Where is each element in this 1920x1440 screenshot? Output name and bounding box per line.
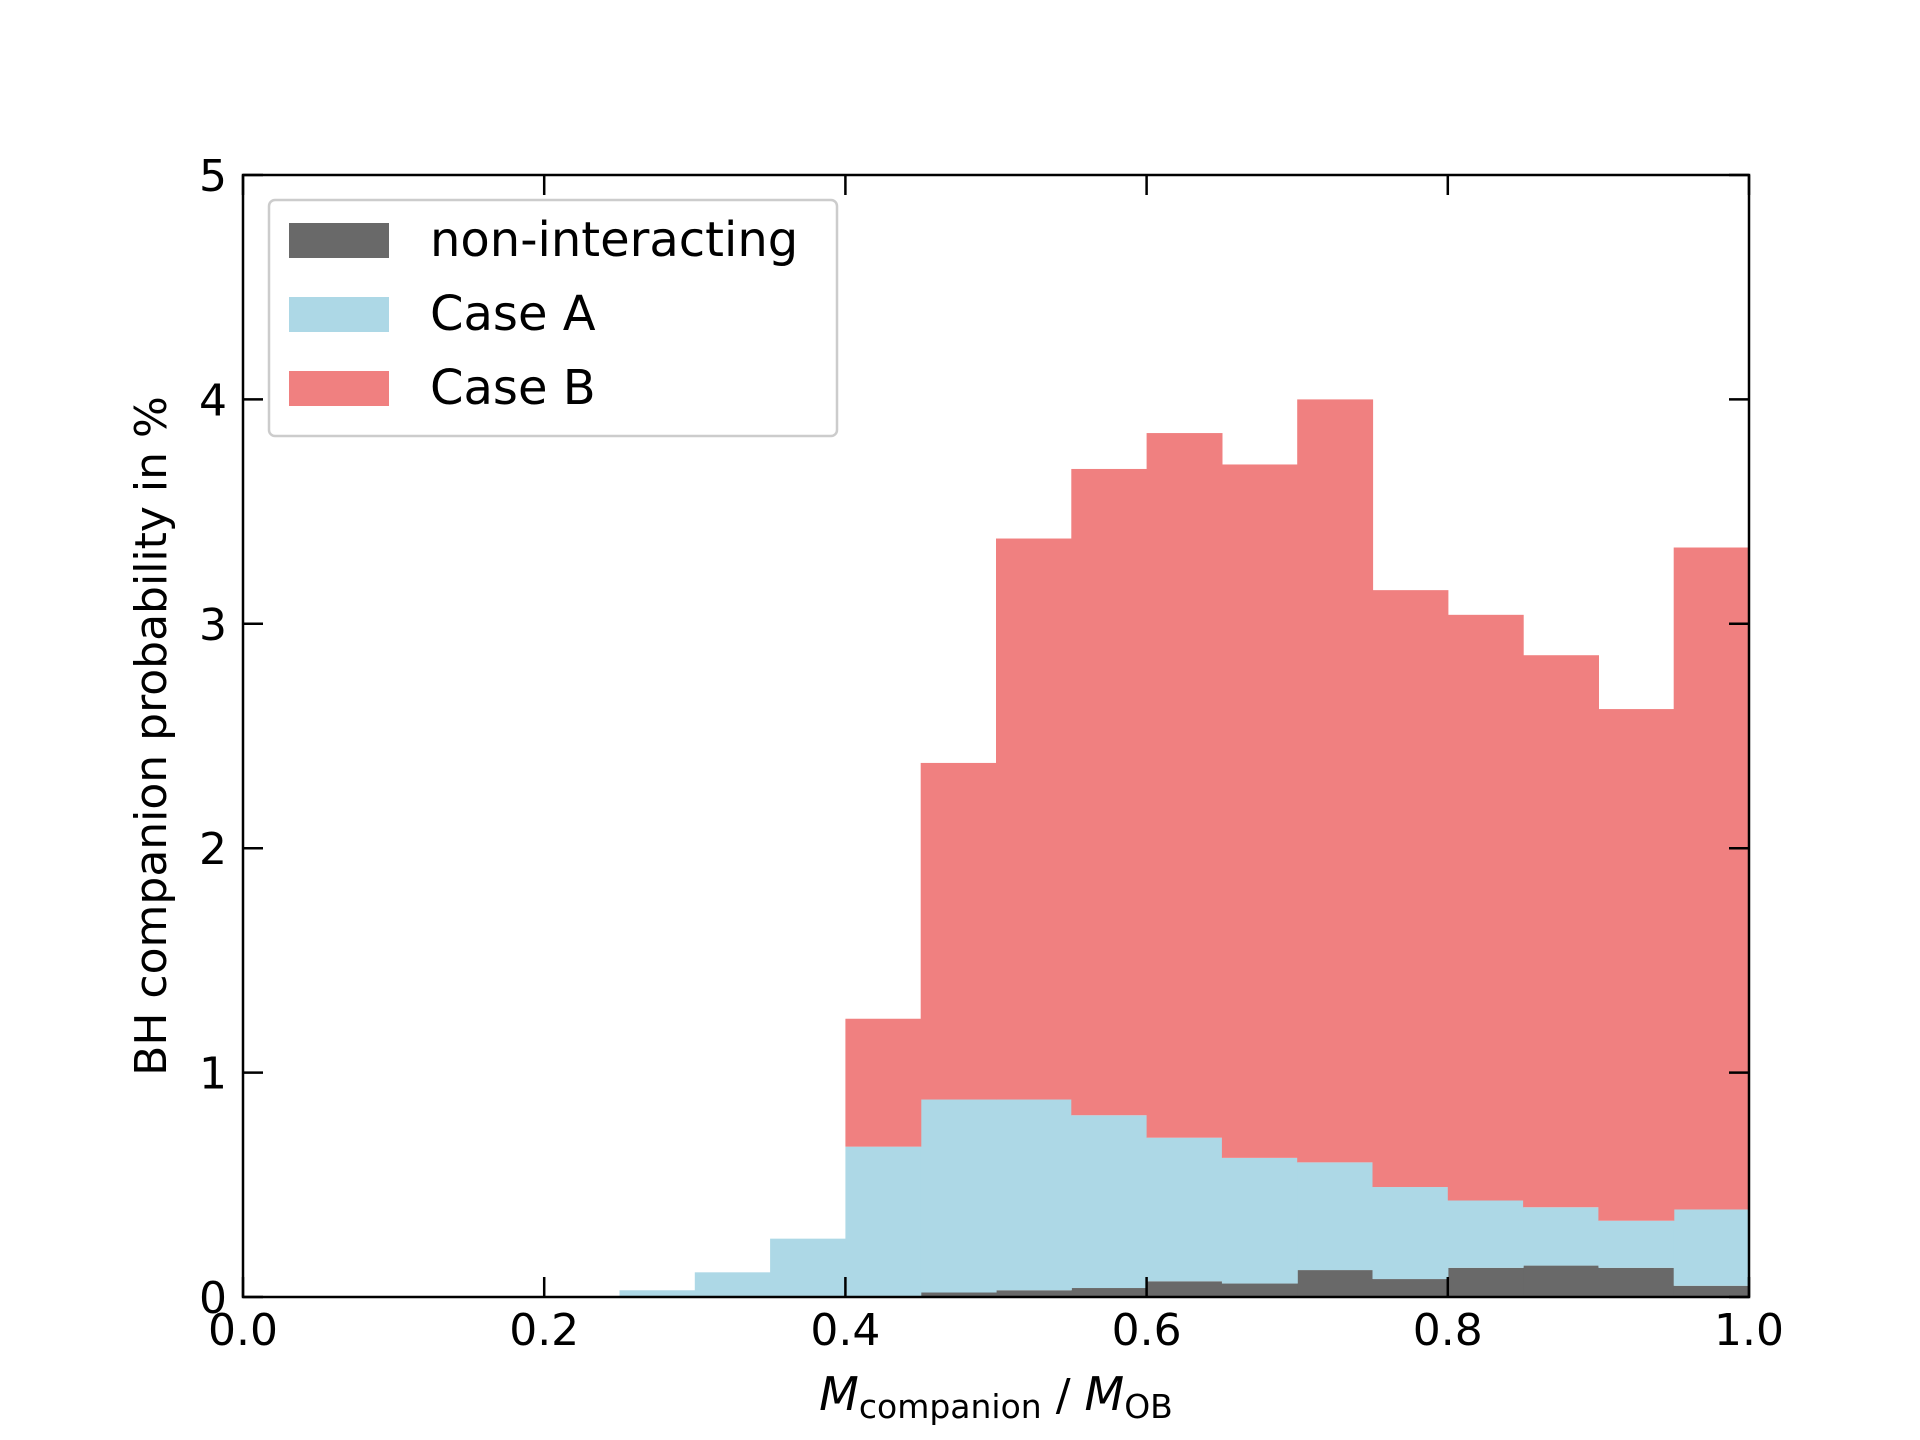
bar-case-b-9	[1297, 399, 1374, 1163]
bar-case-a-10	[1372, 1187, 1449, 1280]
legend: non-interacting Case A Case B	[267, 198, 839, 438]
y-tick-label-2: 2	[199, 824, 227, 875]
plot-frame	[241, 173, 1751, 1299]
x-tick-label-0: 0.0	[208, 1305, 278, 1356]
bar-case-b-4	[920, 762, 997, 1100]
bar-case-a-13	[1598, 1220, 1675, 1268]
bar-case-a-11	[1447, 1200, 1524, 1268]
bar-non-interacting-9	[1297, 1270, 1374, 1297]
bar-case-a-12	[1523, 1207, 1599, 1266]
bar-case-a-0	[619, 1290, 696, 1297]
legend-label-case-a: Case A	[430, 286, 596, 342]
y-tick-label-3: 3	[199, 600, 227, 651]
bar-case-a-7	[1146, 1137, 1223, 1282]
legend-label-case-b: Case B	[430, 360, 596, 416]
bar-case-b-8	[1221, 464, 1298, 1158]
bar-case-a-5	[996, 1099, 1072, 1291]
bar-non-interacting-10	[1372, 1279, 1449, 1297]
bar-non-interacting-8	[1221, 1283, 1298, 1297]
bar-case-a-1	[694, 1272, 771, 1297]
bar-case-b-3	[845, 1018, 922, 1147]
x-axis-label-main2: M	[1085, 1367, 1125, 1421]
y-tick-label-5: 5	[199, 151, 227, 202]
bar-non-interacting-13	[1598, 1267, 1675, 1297]
x-tick-label-4: 0.8	[1413, 1305, 1483, 1356]
legend-swatch-case-b	[289, 371, 389, 406]
bar-non-interacting-11	[1447, 1267, 1524, 1297]
y-tick-label-1: 1	[199, 1049, 227, 1100]
x-axis-label-sep: /	[1042, 1370, 1085, 1421]
bar-non-interacting-12	[1523, 1265, 1599, 1297]
bars-layer	[619, 399, 1750, 1297]
x-tick-label-3: 0.6	[1112, 1305, 1182, 1356]
x-tick-labels: 0.0 0.2 0.4 0.6 0.8 1.0	[208, 1305, 1784, 1356]
bar-case-a-8	[1221, 1157, 1298, 1284]
bar-case-a-2	[770, 1238, 846, 1297]
x-axis-label-sub: companion	[859, 1387, 1042, 1426]
x-tick-label-5: 1.0	[1714, 1305, 1784, 1356]
x-axis-label: Mcompanion / MOB	[819, 1367, 1173, 1426]
x-axis-label-main: M	[819, 1367, 859, 1421]
legend-label-non-interacting: non-interacting	[430, 212, 798, 268]
y-tick-label-4: 4	[199, 375, 227, 426]
bar-case-b-13	[1598, 709, 1675, 1221]
bar-non-interacting-14	[1673, 1285, 1750, 1297]
bar-case-a-9	[1297, 1162, 1374, 1271]
y-tick-labels: 0 1 2 3 4 5	[199, 151, 227, 1324]
bar-case-b-14	[1673, 547, 1750, 1210]
bar-non-interacting-5	[996, 1290, 1072, 1297]
bar-case-a-14	[1673, 1209, 1750, 1286]
bar-case-b-5	[996, 538, 1072, 1100]
y-axis-label: BH companion probability in %	[126, 396, 177, 1076]
bar-non-interacting-7	[1146, 1281, 1223, 1297]
bar-non-interacting-6	[1071, 1288, 1148, 1297]
legend-swatch-case-a	[289, 297, 389, 332]
x-tick-label-2: 0.4	[810, 1305, 880, 1356]
bar-case-a-6	[1071, 1115, 1148, 1289]
legend-swatch-non-interacting	[289, 223, 389, 258]
bar-case-a-3	[845, 1146, 922, 1297]
bar-case-b-6	[1071, 468, 1148, 1116]
x-axis-label-sub2: OB	[1124, 1387, 1173, 1426]
bar-case-b-7	[1146, 433, 1223, 1138]
bar-case-b-12	[1523, 655, 1599, 1208]
x-tick-label-1: 0.2	[509, 1305, 579, 1356]
bar-non-interacting-4	[920, 1292, 997, 1297]
bar-case-a-4	[920, 1099, 997, 1293]
bar-case-b-11	[1447, 614, 1524, 1201]
legend-box	[267, 198, 839, 438]
y-tick-label-0: 0	[199, 1273, 227, 1324]
bar-case-b-10	[1372, 590, 1449, 1188]
